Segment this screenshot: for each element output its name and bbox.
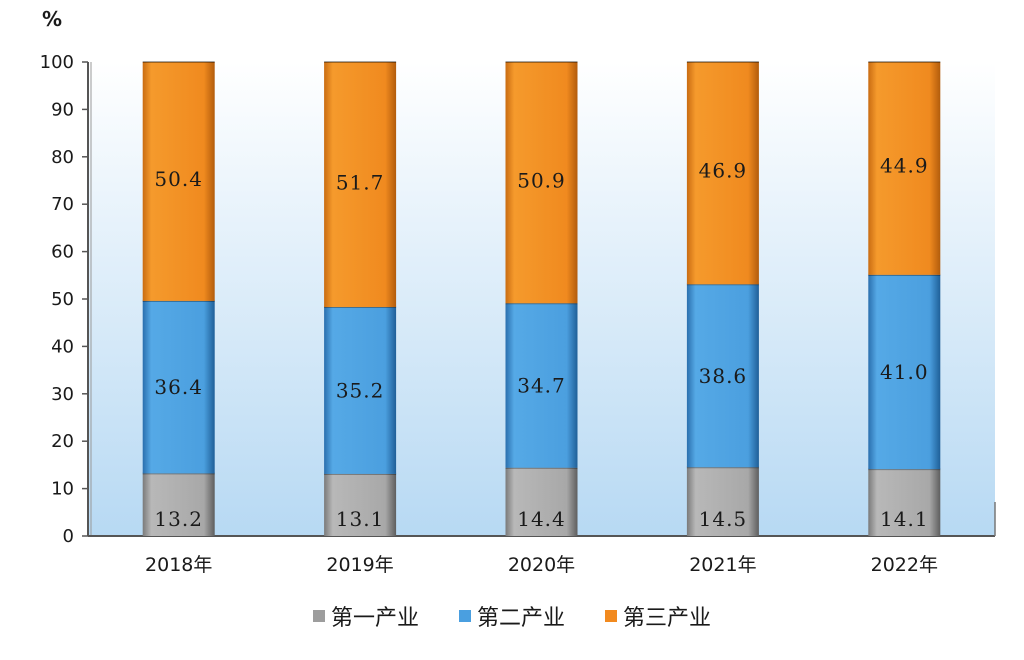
x-tick-label: 2022年 (871, 554, 938, 576)
y-tick-label: 60 (51, 242, 74, 263)
bar-segment-2-2022年 (868, 274, 941, 470)
legend-label: 第三产业 (623, 606, 712, 631)
x-tick-label: 2018年 (145, 554, 212, 576)
legend-item: 第三产业 (605, 600, 711, 632)
bar-segment-3-2018年 (142, 62, 215, 301)
legend-swatch (312, 610, 325, 622)
legend-swatch (458, 610, 471, 622)
bar-segment-2-2018年 (142, 300, 215, 474)
bar-segment-1-2018年 (142, 473, 215, 536)
data-label: 41.0 (880, 360, 929, 384)
bar-segment-1-2021年 (686, 467, 759, 536)
y-tick-label: 90 (51, 99, 74, 120)
legend-label: 第一产业 (330, 606, 419, 631)
legend-swatch (605, 610, 617, 622)
data-label: 36.4 (154, 375, 203, 399)
data-label: 46.9 (699, 159, 748, 183)
legend-item: 第二产业 (458, 600, 565, 632)
data-label: 34.7 (517, 374, 566, 398)
y-tick-label: 70 (51, 194, 74, 215)
data-label: 13.2 (154, 507, 203, 531)
x-tick-label: 2021年 (689, 554, 756, 576)
y-tick-label: 30 (51, 384, 74, 405)
y-tick-label: 10 (51, 479, 74, 500)
data-label: 44.9 (880, 154, 929, 178)
y-tick-label: 50 (51, 289, 74, 310)
bar-segment-2-2020年 (505, 303, 578, 468)
y-unit-label: % (42, 7, 62, 31)
legend: 第一产业 第二产业 第三产业 (0, 600, 1024, 632)
data-label: 14.4 (517, 507, 566, 531)
x-tick-label: 2020年 (508, 554, 575, 576)
bar-segment-2-2021年 (686, 284, 759, 468)
data-label: 50.9 (517, 168, 566, 192)
data-label: 51.7 (336, 170, 385, 194)
bar-segment-1-2019年 (324, 473, 397, 536)
stacked-bar-chart: 0 10 20 30 40 50 60 70 80 90 100% 2018年 2019年 2020年 20… (40, 7, 996, 576)
data-label: 14.5 (699, 507, 748, 531)
bar-segment-3-2022年 (868, 62, 941, 275)
y-tick-label: 20 (51, 431, 74, 452)
data-label: 50.4 (154, 167, 203, 191)
y-tick-label: 0 (63, 526, 74, 547)
bar-segment-3-2021年 (686, 62, 759, 285)
data-label: 38.6 (699, 364, 748, 388)
legend-item: 第一产业 (312, 600, 419, 632)
bar-segment-3-2019年 (324, 62, 397, 308)
bar-segment-1-2022年 (868, 469, 941, 536)
y-tick-label: 40 (51, 336, 74, 357)
data-label: 35.2 (336, 378, 385, 402)
bar-segment-3-2020年 (505, 62, 578, 304)
legend-label: 第二产业 (476, 606, 565, 631)
bar-segment-2-2019年 (324, 307, 397, 474)
y-tick-label: 80 (51, 147, 74, 168)
x-tick-label: 2019年 (326, 554, 393, 576)
data-label: 13.1 (336, 507, 385, 531)
bar-segment-1-2020年 (505, 467, 578, 536)
y-tick-label: 100 (40, 52, 74, 73)
data-label: 14.1 (880, 507, 929, 531)
